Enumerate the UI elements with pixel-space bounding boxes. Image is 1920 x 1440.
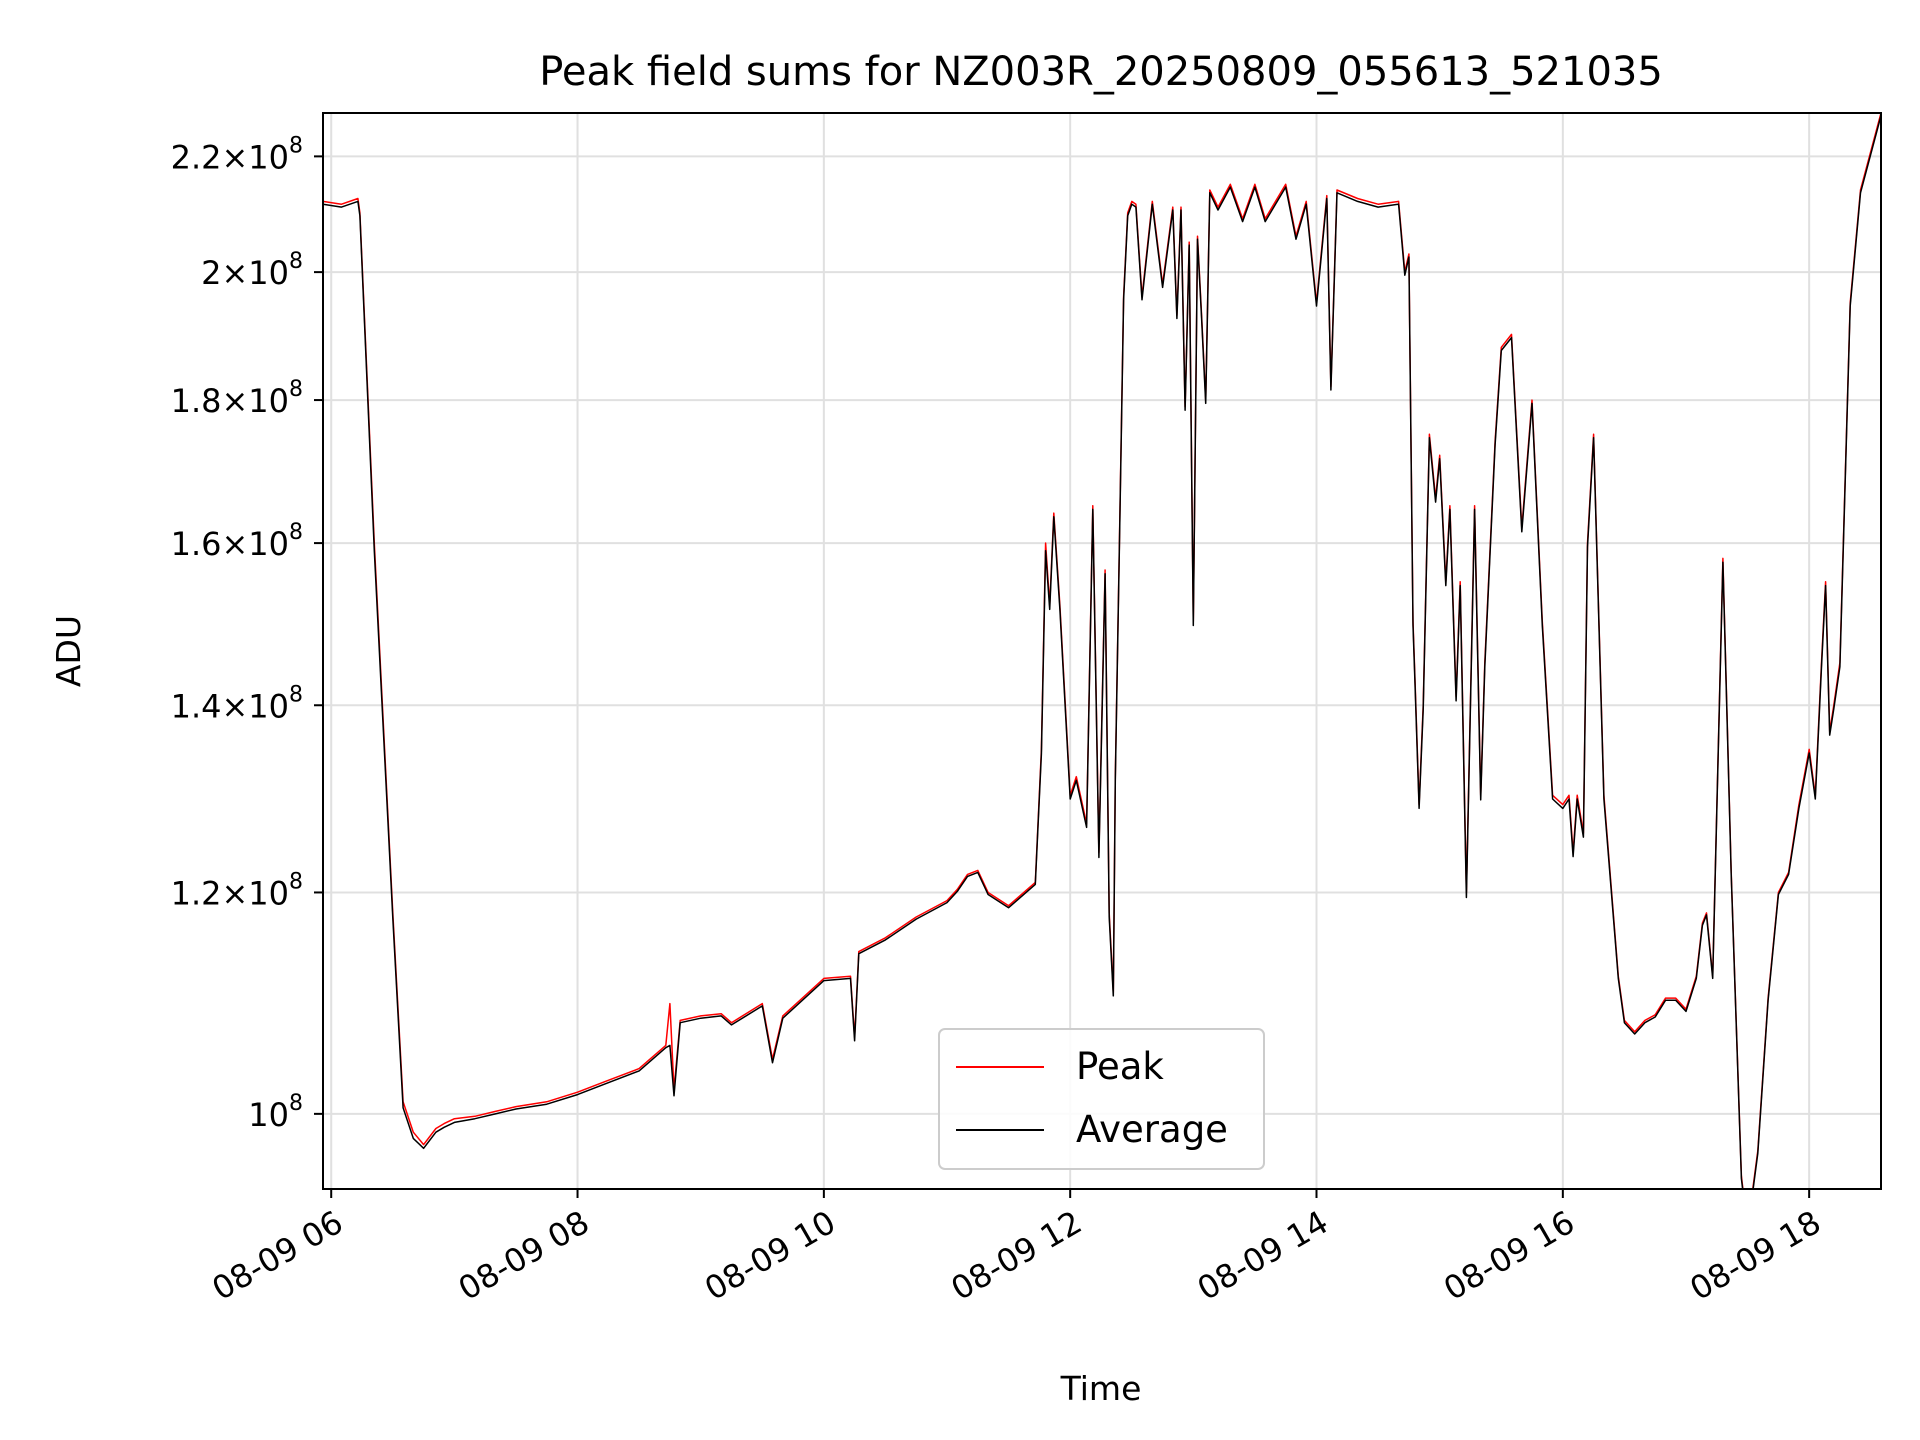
legend-label-peak: Peak <box>1076 1045 1164 1088</box>
y-tick-label: 1.2×108 <box>171 869 303 912</box>
y-tick-label: 1.4×108 <box>171 682 303 725</box>
legend-label-average: Average <box>1076 1108 1228 1151</box>
series-line-peak <box>323 113 1881 1189</box>
y-tick-label: 2.2×108 <box>171 133 303 176</box>
y-tick-label: 2×108 <box>201 249 303 292</box>
series-group <box>323 113 1881 1189</box>
y-tick-label: 1.6×108 <box>171 520 303 563</box>
y-axis: 108 1.2×108 1.4×108 1.6×108 1.8×108 2×108 2.2×… <box>171 133 323 1134</box>
plot-frame <box>322 112 1882 1190</box>
y-axis-label: ADU <box>49 615 88 687</box>
legend-box <box>938 1028 1265 1170</box>
legend: Peak Average <box>938 1028 1265 1170</box>
x-axis-label: Time <box>1060 1369 1142 1408</box>
chart-title: Peak field sums for NZ003R_20250809_0556… <box>539 49 1663 95</box>
y-tick-label: 1.8×108 <box>171 377 303 420</box>
y-tick-label: 108 <box>248 1091 303 1134</box>
series-line-average <box>323 115 1881 1189</box>
